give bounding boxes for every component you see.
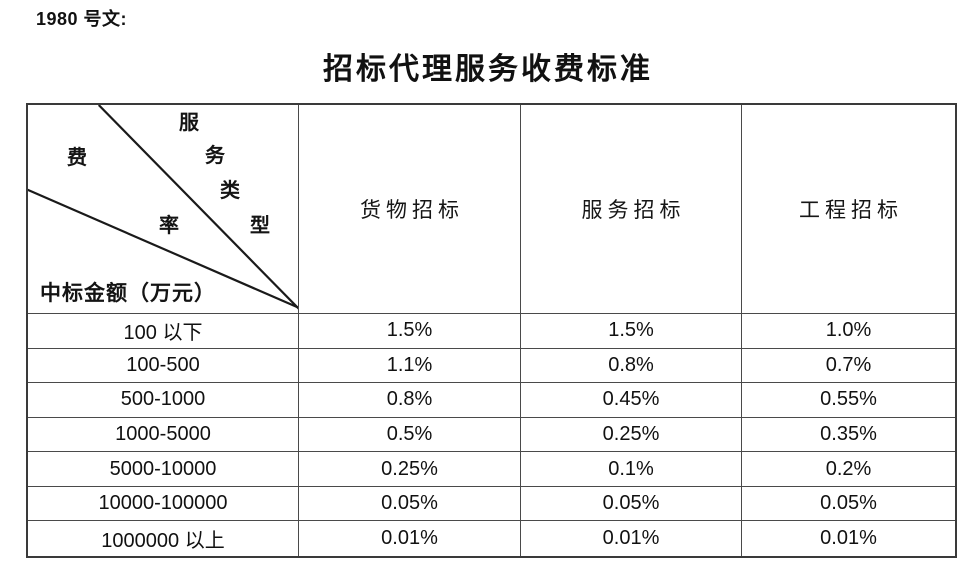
fee-value: 1.1% <box>299 348 521 384</box>
fee-value: 0.01% <box>299 521 521 556</box>
diagonal-header-cell: 费 服 务 类 率 型 中标金额（万元） <box>28 105 299 314</box>
corner-service-char-1: 服 <box>179 112 199 134</box>
fee-value: 0.2% <box>742 452 955 487</box>
row-range: 500-1000 <box>28 383 299 418</box>
doc-number: 1980 号文: <box>36 9 128 29</box>
page-title: 招标代理服务收费标准 <box>323 53 653 86</box>
row-range: 1000-5000 <box>28 417 299 453</box>
fee-value: 0.35% <box>742 418 955 453</box>
fee-value: 0.55% <box>742 383 955 418</box>
amount-axis-label: 中标金额（万元） <box>40 281 216 305</box>
fee-value: 0.1% <box>521 452 742 487</box>
fee-value: 1.5% <box>521 314 742 349</box>
row-range: 10000-100000 <box>28 486 299 522</box>
row-range: 1000000 以上 <box>28 521 299 556</box>
fee-value: 0.05% <box>521 486 742 522</box>
fee-value: 0.05% <box>742 487 955 522</box>
fee-value: 0.8% <box>521 348 742 384</box>
fee-value: 0.8% <box>299 383 521 418</box>
corner-service-char-4: 型 <box>250 215 270 237</box>
fee-value: 0.45% <box>521 383 742 418</box>
diagonal-lines <box>28 105 298 310</box>
fee-value: 1.0% <box>742 314 955 349</box>
row-range: 5000-10000 <box>28 452 299 487</box>
fee-value: 0.7% <box>742 349 955 384</box>
corner-rate-char: 率 <box>159 215 179 237</box>
corner-service-char-2: 务 <box>205 145 225 167</box>
corner-fee-char: 费 <box>67 147 87 169</box>
fee-value: 0.01% <box>521 521 742 556</box>
fee-value: 0.01% <box>820 527 877 550</box>
fee-value: 0.25% <box>521 417 742 453</box>
column-header-goods: 货物招标 <box>299 105 521 314</box>
row-range: 100-500 <box>28 348 299 384</box>
fee-value: 0.25% <box>299 452 521 487</box>
fee-value: 0.05% <box>299 486 521 522</box>
corner-service-char-3: 类 <box>220 180 240 202</box>
column-header-service: 服务招标 <box>521 105 742 314</box>
fee-value: 1.5% <box>299 314 521 349</box>
row-range: 100 以下 <box>28 314 299 349</box>
fee-standard-table: 费 服 务 类 率 型 中标金额（万元） 货物招标 服务招标 工程招标 100 … <box>26 103 957 558</box>
column-header-engineering: 工程招标 <box>742 105 955 314</box>
fee-value: 0.5% <box>299 417 521 453</box>
